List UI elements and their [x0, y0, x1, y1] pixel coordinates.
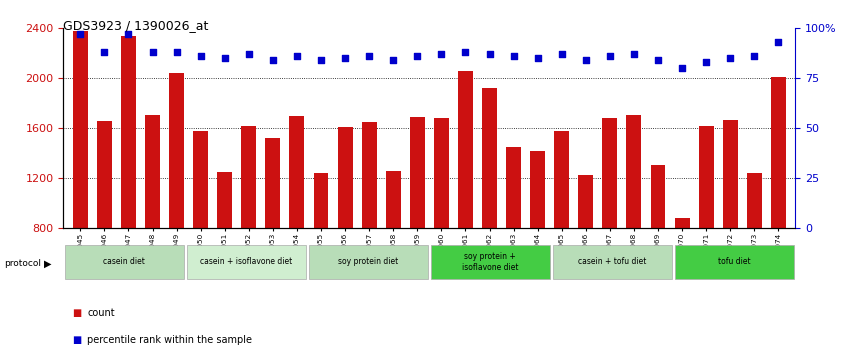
Bar — [266, 138, 280, 329]
Bar — [699, 126, 714, 329]
Point — [627, 51, 640, 57]
Point — [700, 59, 713, 65]
Bar — [169, 73, 184, 329]
Point — [170, 50, 184, 55]
Bar — [65, 245, 184, 279]
Bar — [431, 245, 550, 279]
Point — [194, 53, 207, 59]
Bar — [602, 118, 618, 329]
Bar — [771, 77, 786, 329]
Point — [772, 40, 785, 45]
Text: tofu diet: tofu diet — [718, 257, 750, 267]
Text: casein + tofu diet: casein + tofu diet — [578, 257, 646, 267]
Point — [146, 50, 159, 55]
Point — [74, 32, 87, 37]
Point — [651, 57, 665, 63]
Bar — [674, 218, 689, 329]
Bar — [309, 245, 428, 279]
Point — [122, 32, 135, 37]
Point — [410, 53, 424, 59]
Point — [579, 57, 592, 63]
Point — [218, 56, 232, 61]
Bar — [627, 115, 641, 329]
Text: ■: ■ — [72, 335, 81, 345]
Text: ■: ■ — [72, 308, 81, 318]
Point — [266, 57, 280, 63]
Text: count: count — [87, 308, 115, 318]
Bar — [386, 171, 401, 329]
Bar — [722, 120, 738, 329]
Text: soy protein diet: soy protein diet — [338, 257, 398, 267]
Bar — [554, 131, 569, 329]
Point — [723, 56, 737, 61]
Bar — [579, 175, 593, 329]
Point — [459, 50, 472, 55]
Bar — [552, 245, 672, 279]
Text: percentile rank within the sample: percentile rank within the sample — [87, 335, 252, 345]
Bar — [675, 245, 794, 279]
Bar — [289, 116, 305, 329]
Bar — [482, 88, 497, 329]
Bar — [434, 118, 449, 329]
Text: casein + isoflavone diet: casein + isoflavone diet — [201, 257, 293, 267]
Bar — [338, 127, 353, 329]
Text: GDS3923 / 1390026_at: GDS3923 / 1390026_at — [63, 19, 209, 33]
Point — [435, 51, 448, 57]
Point — [483, 51, 497, 57]
Point — [387, 57, 400, 63]
Point — [507, 53, 520, 59]
Point — [290, 53, 304, 59]
Point — [555, 51, 569, 57]
Point — [675, 65, 689, 71]
Point — [603, 53, 617, 59]
Bar — [121, 36, 136, 329]
Point — [242, 51, 255, 57]
Bar — [73, 31, 88, 329]
Point — [338, 56, 352, 61]
Bar — [747, 173, 761, 329]
Bar — [506, 147, 521, 329]
Text: casein diet: casein diet — [103, 257, 146, 267]
Text: protocol: protocol — [4, 259, 41, 268]
Point — [362, 53, 376, 59]
Bar — [241, 126, 256, 329]
Bar — [314, 173, 328, 329]
Text: soy protein +
isoflavone diet: soy protein + isoflavone diet — [462, 252, 519, 272]
Bar — [97, 121, 112, 329]
Bar — [530, 151, 545, 329]
Bar — [458, 71, 473, 329]
Text: ▶: ▶ — [44, 259, 52, 269]
Bar — [651, 165, 666, 329]
Bar — [193, 131, 208, 329]
Point — [97, 50, 111, 55]
Bar — [217, 172, 232, 329]
Point — [748, 53, 761, 59]
Point — [531, 56, 545, 61]
Bar — [187, 245, 306, 279]
Bar — [145, 115, 160, 329]
Point — [314, 57, 327, 63]
Bar — [362, 122, 376, 329]
Bar — [409, 117, 425, 329]
